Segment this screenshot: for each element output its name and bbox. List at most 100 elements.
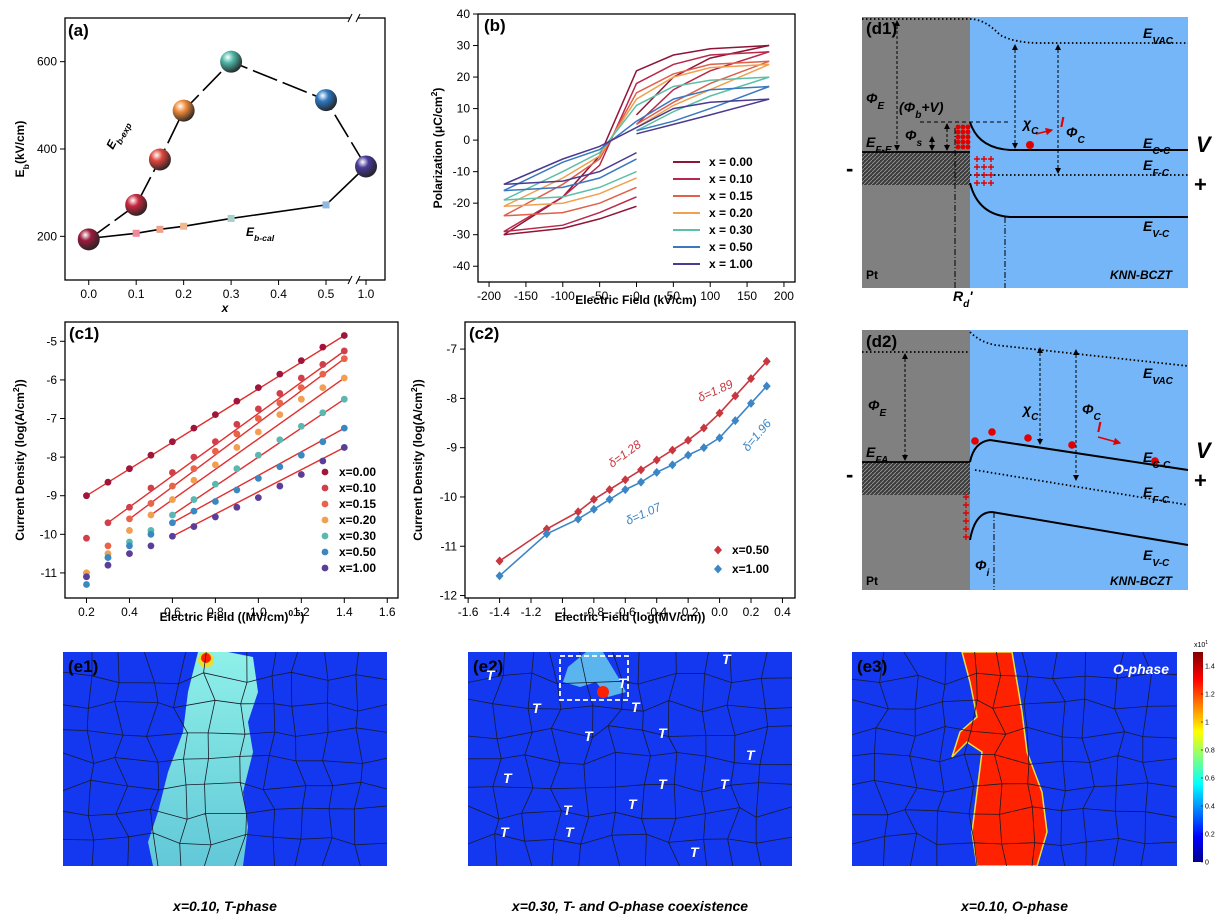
diagram-shape [960,134,966,140]
t-phase-label: T [658,725,668,741]
point-marker [233,486,241,494]
x-tick-label: 0.0 [80,287,97,301]
point-marker [233,444,241,451]
t-phase-label: T [628,796,638,812]
simulation-image [63,652,387,866]
point-marker [254,428,262,436]
x-tick-label: 200 [774,289,794,303]
diamond-marker [731,416,740,426]
diamond-marker [621,485,630,495]
point-marker [169,482,176,490]
y-axis-title: Current Density (log(A/cm2)) [409,379,425,540]
point-marker [321,548,329,556]
diagram-shape [963,518,969,524]
diagram-shape [862,331,1189,367]
point-marker [233,430,241,438]
colorbar-exponent: x101 [1194,640,1208,649]
y-tick-label: -7 [446,342,457,356]
plot-frame [464,321,796,599]
diamond-marker [495,556,504,566]
diagram-shape [1068,441,1076,449]
point-marker [126,550,133,558]
x-tick-label: 0.4 [774,605,791,619]
diagram-shape [969,510,1189,546]
highlight-box [559,655,629,701]
diagram-label-part: ' [969,288,973,304]
y-tick-label: -20 [453,196,471,210]
point-marker [190,523,198,530]
diagram-label-part: i [987,568,990,579]
legend-label: x = 0.10 [709,172,753,186]
t-phase-label: T [500,824,510,840]
point-marker [321,516,329,524]
point-marker [211,411,219,419]
colorbar [1193,652,1203,862]
point-marker [276,482,284,490]
diagram-label: - [846,462,853,487]
diagram-label: ΦC [1082,401,1102,423]
square-marker [227,214,235,222]
chart-panel: 0.2 0.4 0.6 0.8 1.0 1.2 1.4 1.6 -11 -10 -9 -8 -7 -6 -5… [11,321,399,624]
diagram-shape [862,462,970,495]
diagram-label: (Φb+V) [899,99,944,121]
point-marker [233,503,241,511]
x-tick-label: 1.0 [250,605,267,619]
legend-label: x=0.20 [339,513,376,527]
x-tick-label: -1.4 [489,605,510,619]
panel-label: (b) [484,16,506,35]
y-tick-label: 600 [37,55,57,69]
point-marker [104,478,112,486]
point-marker [254,384,262,392]
diagram-label-part: E [1143,157,1153,173]
y-tick-label: 10 [457,102,471,116]
point-marker [297,357,305,365]
x-tick-label: 0.2 [175,287,192,301]
grain-boundaries [468,652,792,866]
y-axis-title-part: ) [431,88,445,92]
x-tick-label: 1.4 [336,605,353,619]
colorbar-exponent-part: x10 [1194,642,1205,649]
diagram-label-part: F-C [1152,168,1170,179]
point-marker [233,397,241,405]
t-phase-label: T [563,802,573,818]
y-tick-label: -40 [453,259,471,273]
diagram-shape [974,180,980,186]
diagram-label: EF-E [866,134,892,156]
point-marker [104,542,112,550]
plot-frame [64,321,399,599]
point-marker [211,480,219,488]
diagram-shape [965,124,971,130]
point-marker [321,500,329,508]
annotation-part: b-cal [254,233,275,243]
diagram-shape [960,129,966,135]
y-axis-title-part: Current Density (log(A/cm [411,392,425,541]
legend-label: x=0.15 [339,497,376,511]
diagram-label: EV-C [1143,218,1170,240]
x-tick-label: -1.6 [458,605,479,619]
point-marker [190,496,198,503]
point-marker [169,519,176,527]
diagram-label: EC-C [1143,449,1171,471]
x-tick-label: -0.6 [615,605,636,619]
diagram-shape [862,330,970,590]
diagram-label-part: (Φ [899,99,916,115]
point-marker [297,395,305,403]
x-tick-label: -200 [477,289,501,303]
colorbar-tick-label: 0.4 [1205,804,1215,811]
point-marker [169,511,176,519]
y-tick-label: 20 [457,70,471,84]
field-background [468,652,792,866]
x-tick-label: -0.2 [678,605,699,619]
x-axis-title: Electric Field ((MV/cm)0.5) [160,608,305,624]
colorbar-tick-label: 0.8 [1205,748,1215,755]
series-line [503,44,770,236]
point-marker [297,384,305,392]
diagram-shape [960,139,966,145]
point-marker [276,399,284,407]
diamond-marker [747,398,755,408]
diagram-label-part: E [1143,449,1153,465]
x-tick-label: -0.8 [584,605,605,619]
x-axis-title-part: Electric Field ((MV/cm) [160,610,289,624]
